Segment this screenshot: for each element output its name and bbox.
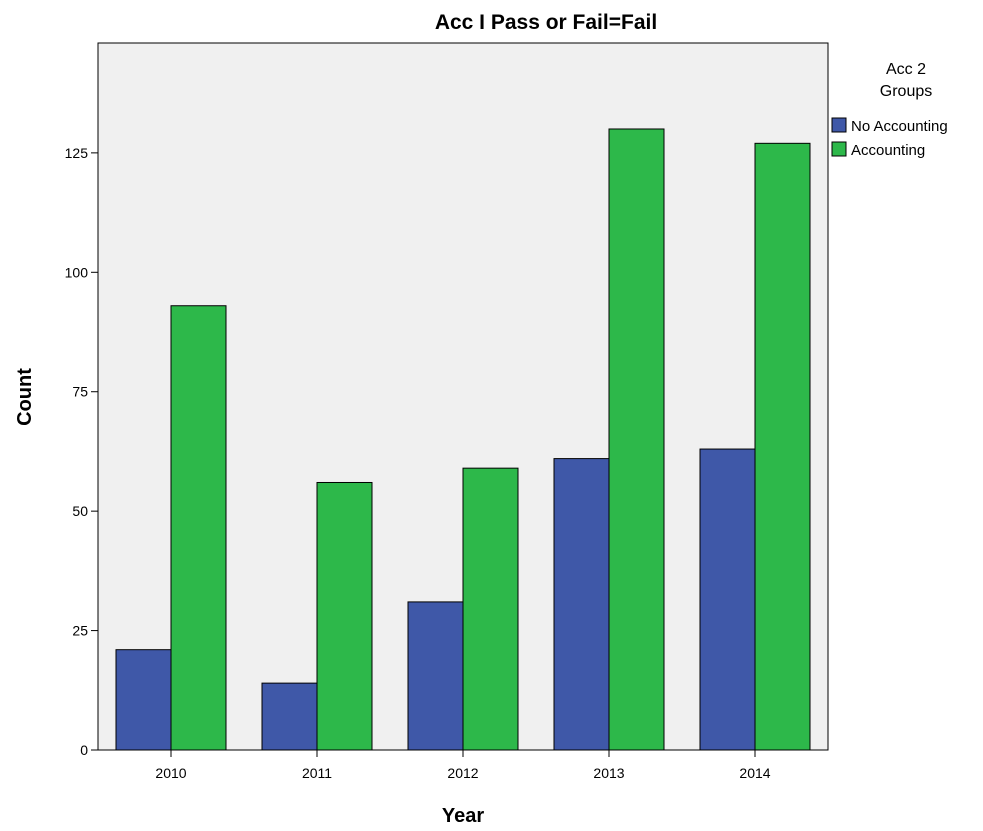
bars-group	[115, 128, 811, 751]
legend-swatch-no-accounting	[831, 117, 847, 133]
y-axis: 0 25 50 75 100 125	[65, 145, 98, 758]
x-tick-label-2014: 2014	[739, 765, 770, 781]
bar-no-accounting-2010	[115, 649, 172, 751]
legend: Acc 2 Groups No Accounting Accounting	[831, 61, 948, 159]
legend-title-line-1: Acc 2	[886, 61, 926, 78]
legend-title-line-2: Groups	[880, 83, 932, 100]
chart-title: Acc I Pass or Fail=Fail	[435, 11, 657, 34]
x-tick-label-2010: 2010	[155, 765, 186, 781]
x-tick-label-2013: 2013	[593, 765, 624, 781]
y-tick-label-0: 0	[80, 742, 88, 758]
bar-no-accounting-2011	[261, 682, 318, 751]
y-tick-label-125: 125	[65, 145, 89, 161]
y-tick-label-50: 50	[72, 503, 88, 519]
bar-no-accounting-2013	[553, 458, 610, 751]
bar-no-accounting-2014	[699, 448, 756, 751]
x-axis: 2010 2011 2012 2013 2014	[155, 750, 771, 781]
legend-label-no-accounting: No Accounting	[851, 118, 948, 135]
bar-no-accounting-2012	[407, 601, 464, 751]
legend-swatch-accounting	[831, 141, 847, 157]
x-tick-label-2012: 2012	[447, 765, 478, 781]
y-axis-title: Count	[14, 368, 36, 426]
bar-accounting-2011	[316, 481, 373, 751]
bar-accounting-2013	[608, 128, 665, 751]
x-tick-label-2011: 2011	[302, 765, 332, 781]
legend-label-accounting: Accounting	[851, 142, 925, 159]
bar-accounting-2010	[170, 305, 227, 751]
y-tick-label-25: 25	[72, 623, 88, 639]
x-axis-title: Year	[442, 805, 484, 827]
y-tick-label-75: 75	[72, 384, 88, 400]
bar-accounting-2012	[462, 467, 519, 751]
bar-accounting-2014	[754, 142, 811, 751]
y-tick-label-100: 100	[65, 264, 89, 280]
